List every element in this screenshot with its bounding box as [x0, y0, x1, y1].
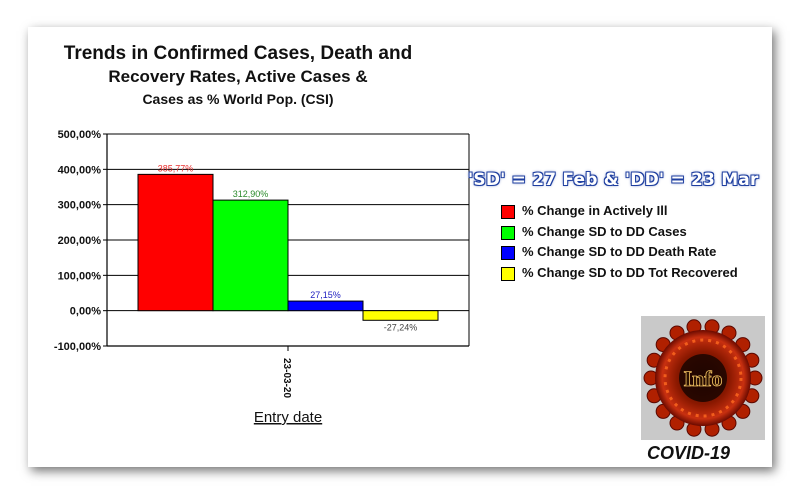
y-tick-label: 300,00% — [58, 200, 102, 212]
y-tick-label: -100,00% — [54, 341, 101, 353]
y-tick-label: 0,00% — [70, 306, 101, 318]
legend-swatch — [501, 205, 515, 219]
legend-label: % Change in Actively Ill — [522, 203, 668, 218]
chart-panel: Trends in Confirmed Cases, Death and Rec… — [28, 27, 772, 467]
virus-icon: Info — [643, 319, 763, 437]
bars — [137, 173, 439, 321]
x-tick-label: 23-03-20 — [281, 358, 292, 398]
legend-swatch — [501, 246, 515, 261]
chart-title-line-2: Recovery Rates, Active Cases & — [108, 67, 368, 86]
legend-label: % Change SD to DD Cases — [522, 223, 687, 239]
axes — [106, 134, 470, 351]
x-axis-title: Entry date — [254, 409, 322, 426]
bar — [362, 310, 439, 321]
y-tick-label: 400,00% — [58, 164, 102, 176]
chart-title-line-1: Trends in Confirmed Cases, Death and — [63, 43, 413, 64]
bar — [287, 300, 364, 312]
legend-label: % Change SD to DD Tot Recovered — [522, 265, 738, 281]
bar-value-label: -27,24% — [384, 322, 418, 332]
logo-caption: COVID-19 — [647, 443, 731, 463]
legend-swatch — [501, 267, 515, 282]
bar-value-label: 312,90% — [233, 189, 269, 199]
y-tick-label: 100,00% — [58, 270, 102, 282]
y-axis-ticks: 500,00% 400,00% 300,00% 200,00% 100,00% 0,00%… — [54, 129, 107, 353]
covid-info-logo: Info — [641, 316, 765, 440]
bar — [137, 173, 214, 312]
legend-label: % Change SD to DD Death Rate — [522, 244, 717, 260]
data-labels: 385,77% 312,90% 27,15% -27,24% — [158, 163, 418, 332]
logo-text: Info — [683, 366, 722, 391]
y-tick-label: 500,00% — [58, 129, 102, 141]
bar-value-label: 385,77% — [158, 163, 194, 173]
bar-chart: 500,00% 400,00% 300,00% 200,00% 100,00% 0,00%… — [54, 129, 470, 426]
y-tick-label: 200,00% — [58, 235, 102, 247]
bar — [212, 199, 289, 312]
legend-swatch — [501, 225, 515, 240]
bar-value-label: 27,15% — [310, 290, 341, 300]
period-note: 'SD' = 27 Feb & 'DD' = 23 Mar — [468, 170, 759, 190]
chart-title-line-3: Cases as % World Pop. (CSI) — [142, 91, 334, 107]
